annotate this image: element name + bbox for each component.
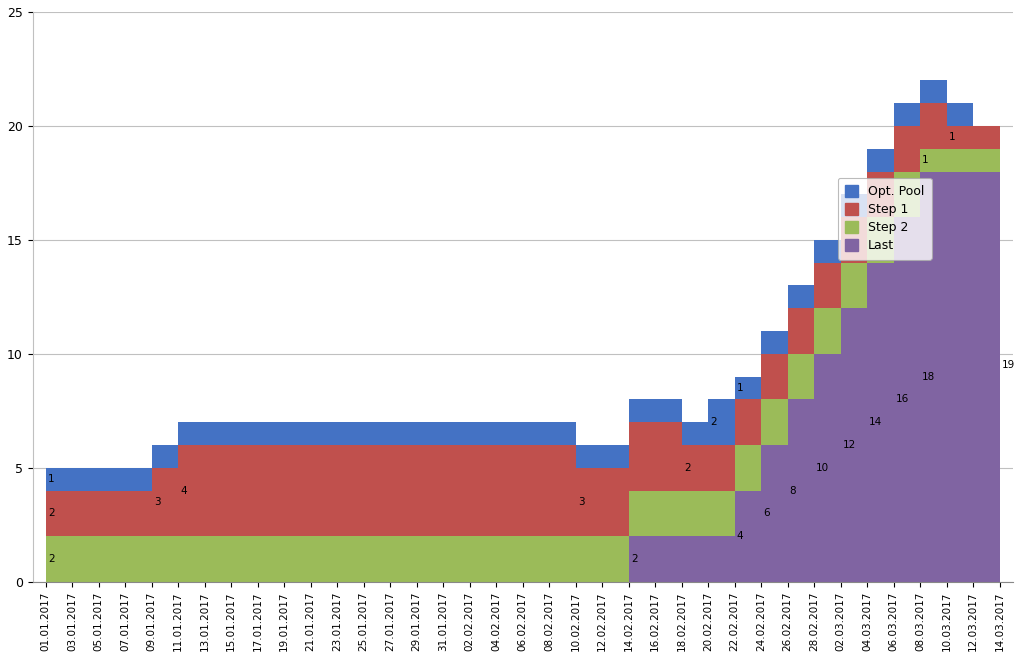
Text: 4: 4: [180, 486, 187, 495]
Text: 2: 2: [631, 554, 637, 564]
Text: 4: 4: [736, 531, 743, 542]
Text: 2: 2: [48, 554, 54, 564]
Text: 2: 2: [48, 509, 54, 519]
Text: 6: 6: [763, 509, 770, 519]
Text: 14: 14: [869, 417, 883, 427]
Text: 2: 2: [684, 463, 690, 473]
Text: 8: 8: [790, 486, 797, 495]
Text: 12: 12: [843, 440, 856, 450]
Text: 3: 3: [154, 497, 161, 507]
Text: 1: 1: [948, 132, 955, 142]
Text: 18: 18: [923, 372, 936, 382]
Text: 1: 1: [48, 474, 54, 484]
Text: 16: 16: [896, 394, 909, 405]
Text: 2: 2: [711, 417, 717, 427]
Text: 1: 1: [923, 155, 929, 165]
Text: 10: 10: [816, 463, 829, 473]
Text: 3: 3: [578, 497, 585, 507]
Legend: Opt. Pool, Step 1, Step 2, Last: Opt. Pool, Step 1, Step 2, Last: [838, 178, 932, 260]
Text: 19: 19: [1001, 361, 1015, 370]
Text: 1: 1: [736, 383, 743, 393]
